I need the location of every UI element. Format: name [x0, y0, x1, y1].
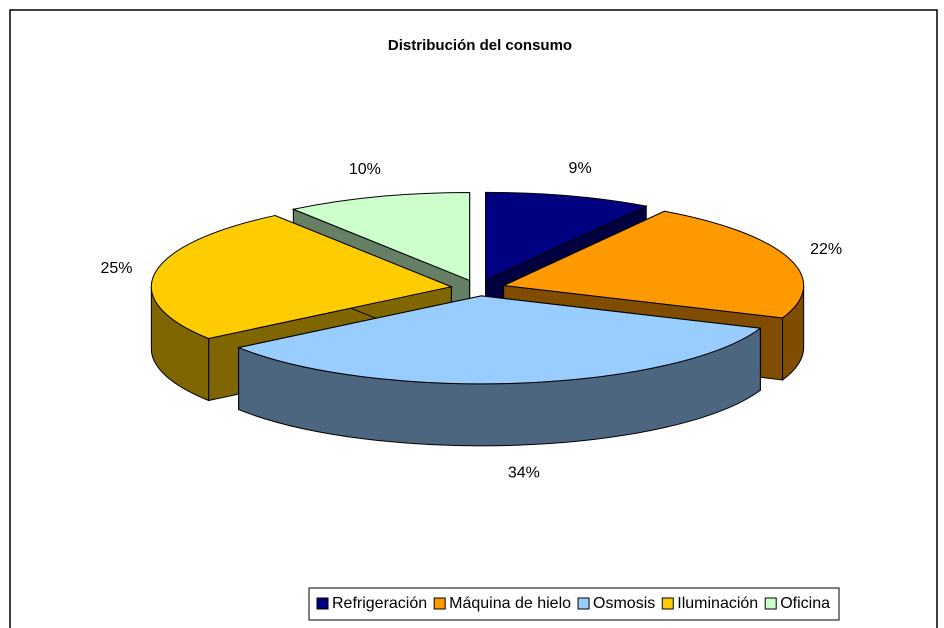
- legend-label: Refrigeración: [332, 595, 427, 612]
- slice: [150, 215, 454, 340]
- legend-label: Oficina: [780, 595, 830, 612]
- legend-box: [308, 587, 840, 621]
- legend-label: Máquina de hielo: [449, 595, 571, 612]
- data-label: 25%: [100, 260, 132, 277]
- legend-swatch: [764, 597, 777, 610]
- legend-label: Osmosis: [593, 595, 655, 612]
- pie: 9% 22% 34% 25% 10%: [100, 160, 842, 481]
- legend-swatch: [433, 597, 446, 610]
- chart-frame: [9, 9, 938, 628]
- data-label: 9%: [569, 160, 592, 177]
- data-label: 22%: [810, 241, 842, 258]
- legend-swatch: [316, 597, 329, 610]
- slice: [291, 191, 471, 282]
- slice: [501, 210, 805, 319]
- chart-title: Distribución del consumo: [388, 37, 572, 54]
- legend-swatch: [577, 597, 590, 610]
- legend-swatch: [661, 597, 674, 610]
- slice: [236, 295, 762, 385]
- legend-label: Iluminación: [677, 595, 758, 612]
- data-label: 10%: [349, 161, 381, 178]
- legend: Refrigeración Máquina de hielo Osmosis Ilum…: [308, 587, 840, 621]
- data-label: 34%: [508, 464, 540, 481]
- slice: [485, 191, 648, 282]
